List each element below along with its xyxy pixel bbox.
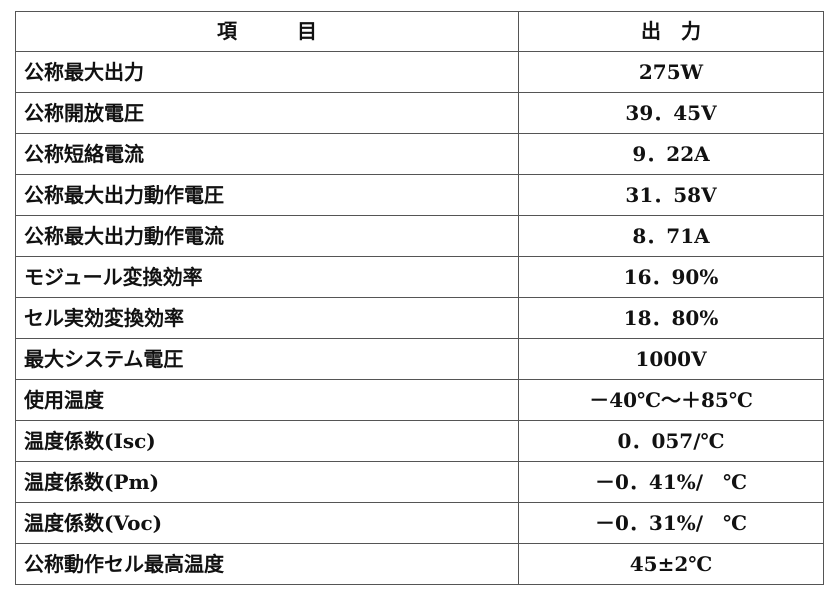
table-row: 使用温度 －40℃～＋85℃ <box>15 379 824 421</box>
row-output: 31．58V <box>518 174 824 216</box>
header-output: 出 力 <box>518 11 824 52</box>
row-output: －0．31%/ ℃ <box>518 502 824 544</box>
row-output: 0．057/℃ <box>518 420 824 462</box>
row-item: 温度係数(Voc) <box>15 502 519 544</box>
table-header: 項 目 出 力 <box>15 11 824 52</box>
header-item: 項 目 <box>15 11 519 52</box>
row-item: 温度係数(Isc) <box>15 420 519 462</box>
row-output: 1000V <box>518 338 824 380</box>
table-row: モジュール変換効率 16．90% <box>15 256 824 298</box>
row-item: 温度係数(Pm) <box>15 461 519 503</box>
row-item: 最大システム電圧 <box>15 338 519 380</box>
row-item: セル実効変換効率 <box>15 297 519 339</box>
row-item: 公称短絡電流 <box>15 133 519 175</box>
row-item: 公称開放電圧 <box>15 92 519 134</box>
header-row: 項 目 出 力 <box>15 11 824 52</box>
row-output: 18．80% <box>518 297 824 339</box>
row-item: 公称最大出力 <box>15 51 519 93</box>
row-output: －0．41%/ ℃ <box>518 461 824 503</box>
table-row: 公称短絡電流 9．22A <box>15 133 824 175</box>
table-row: 公称最大出力動作電圧 31．58V <box>15 174 824 216</box>
spec-table: 項 目 出 力 公称最大出力 275W 公称開放電圧 39．45V 公称短絡電流… <box>15 11 824 585</box>
table-row: 温度係数(Isc) 0．057/℃ <box>15 420 824 462</box>
row-item: 使用温度 <box>15 379 519 421</box>
table-row: 公称最大出力 275W <box>15 51 824 93</box>
table-row: 公称最大出力動作電流 8．71A <box>15 215 824 257</box>
row-output: 16．90% <box>518 256 824 298</box>
row-item: 公称動作セル最高温度 <box>15 543 519 585</box>
row-output: －40℃～＋85℃ <box>518 379 824 421</box>
table-body: 公称最大出力 275W 公称開放電圧 39．45V 公称短絡電流 9．22A 公… <box>15 51 824 585</box>
table-row: セル実効変換効率 18．80% <box>15 297 824 339</box>
row-item: 公称最大出力動作電流 <box>15 215 519 257</box>
table-row: 温度係数(Pm) －0．41%/ ℃ <box>15 461 824 503</box>
row-item: モジュール変換効率 <box>15 256 519 298</box>
table-row: 公称開放電圧 39．45V <box>15 92 824 134</box>
row-output: 9．22A <box>518 133 824 175</box>
row-output: 275W <box>518 51 824 93</box>
row-item: 公称最大出力動作電圧 <box>15 174 519 216</box>
row-output: 45±2℃ <box>518 543 824 585</box>
row-output: 39．45V <box>518 92 824 134</box>
table-row: 公称動作セル最高温度 45±2℃ <box>15 543 824 585</box>
table-row: 最大システム電圧 1000V <box>15 338 824 380</box>
table-row: 温度係数(Voc) －0．31%/ ℃ <box>15 502 824 544</box>
row-output: 8．71A <box>518 215 824 257</box>
